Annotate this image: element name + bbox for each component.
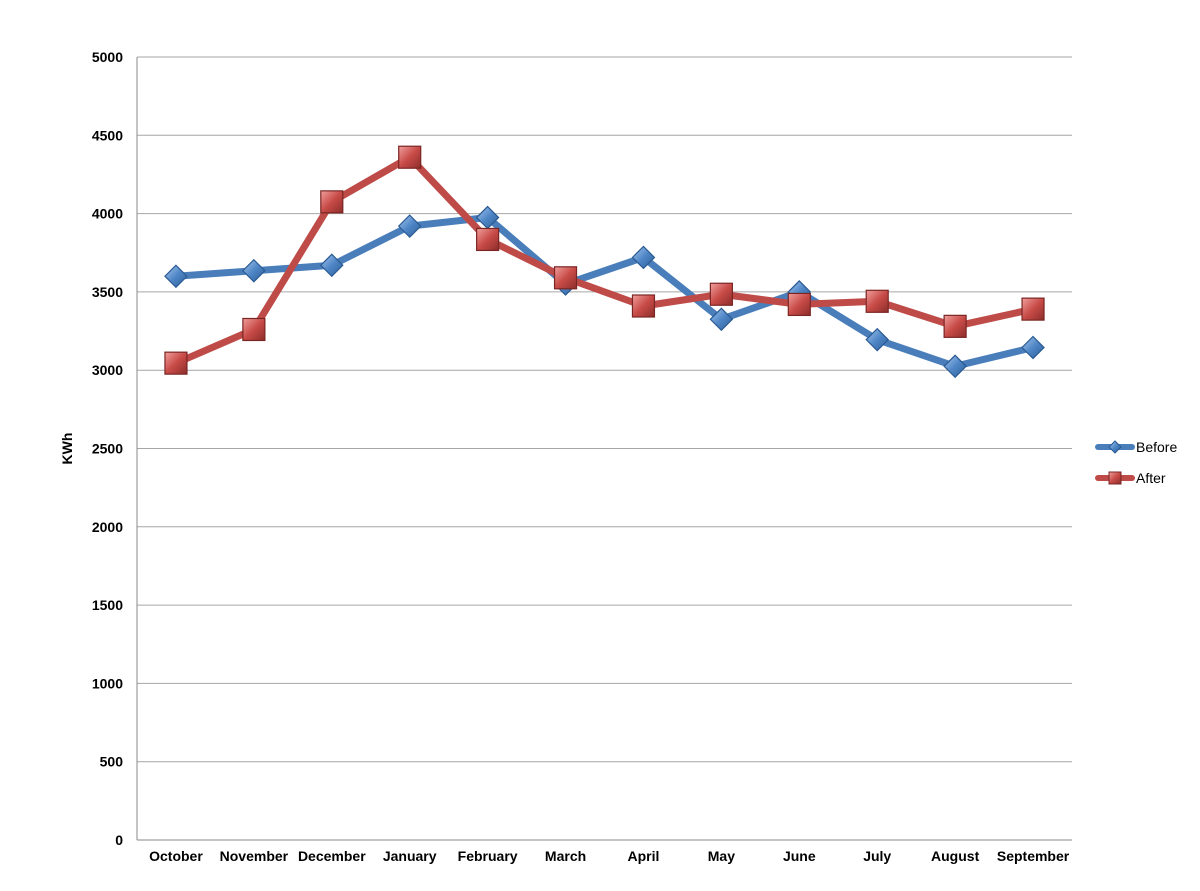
data-point-after xyxy=(242,317,266,342)
y-tick-label: 0 xyxy=(115,832,123,848)
y-tick-label: 500 xyxy=(100,754,124,770)
legend-label: Before xyxy=(1136,439,1177,455)
data-point-before xyxy=(1021,335,1045,360)
y-tick-label: 2500 xyxy=(92,441,123,457)
data-point-after xyxy=(943,314,967,338)
x-tick-label: April xyxy=(628,848,660,864)
data-point-before xyxy=(319,253,344,278)
y-axis-title: KWh xyxy=(59,433,75,465)
data-point-after xyxy=(865,289,889,313)
x-tick-label: February xyxy=(458,848,518,864)
y-tick-label: 2000 xyxy=(92,519,123,535)
legend-swatch-marker xyxy=(1108,440,1122,454)
legend-label: After xyxy=(1136,470,1166,486)
x-tick-label: September xyxy=(997,848,1070,864)
gridlines xyxy=(137,56,1072,763)
data-point-before xyxy=(631,245,656,270)
data-point-after xyxy=(553,266,578,290)
data-point-after xyxy=(476,227,500,252)
x-tick-label: March xyxy=(545,848,586,864)
data-point-before xyxy=(865,327,890,352)
data-point-after xyxy=(709,282,733,306)
series-line-after xyxy=(172,153,1037,367)
legend: Before After xyxy=(1095,439,1177,486)
data-point-before xyxy=(709,307,734,332)
x-tick-label: August xyxy=(931,848,980,864)
data-point-before xyxy=(943,354,967,379)
data-point-before xyxy=(242,258,266,283)
x-tick-label: January xyxy=(383,848,437,864)
data-point-after xyxy=(164,351,188,375)
tick-labels: 0 500 1000 1500 2000 2500 3000 3500 4000 4500 5000… xyxy=(59,49,1070,864)
y-tick-label: 1500 xyxy=(92,597,123,613)
y-tick-label: 1000 xyxy=(92,675,123,691)
series-group xyxy=(164,145,1045,379)
data-point-after xyxy=(787,292,811,317)
y-tick-label: 5000 xyxy=(92,49,123,65)
x-tick-label: May xyxy=(708,848,735,864)
axes xyxy=(136,57,1072,841)
data-point-before xyxy=(397,214,422,238)
data-point-after xyxy=(631,294,656,318)
legend-swatch-marker xyxy=(1108,471,1122,485)
y-tick-label: 3000 xyxy=(92,362,123,378)
x-tick-label: December xyxy=(298,848,366,864)
y-tick-label: 4500 xyxy=(92,127,123,143)
x-tick-label: November xyxy=(220,848,289,864)
data-point-before xyxy=(164,264,188,289)
data-point-after xyxy=(398,145,422,169)
x-tick-label: October xyxy=(149,848,203,864)
data-point-after xyxy=(1021,297,1045,321)
y-tick-label: 4000 xyxy=(92,206,123,222)
series-line-before xyxy=(172,214,1037,370)
x-tick-label: June xyxy=(783,848,816,864)
x-tick-label: July xyxy=(863,848,891,864)
y-tick-label: 3500 xyxy=(92,284,123,300)
data-point-after xyxy=(320,190,344,214)
